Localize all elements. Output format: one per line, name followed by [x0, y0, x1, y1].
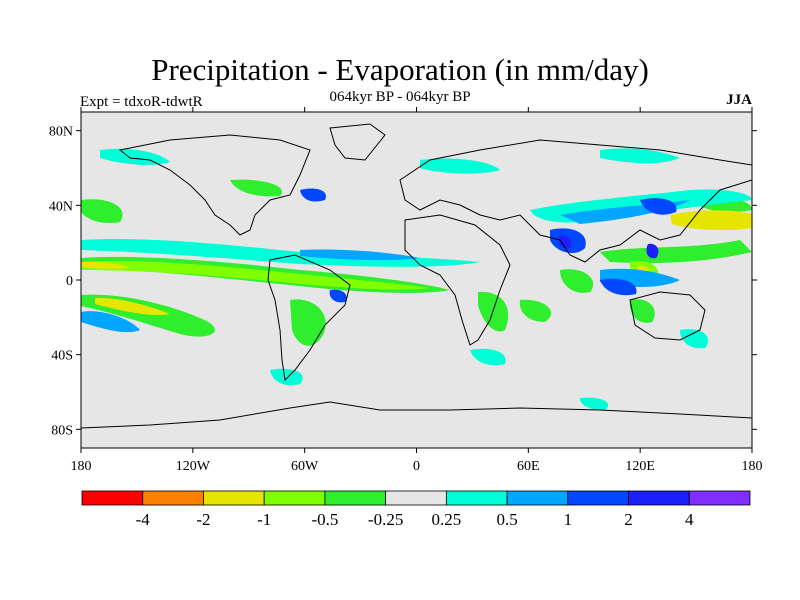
colorbar-swatch [263, 490, 326, 506]
colorbar-label: 2 [624, 510, 633, 529]
colorbar-swatch [567, 490, 629, 506]
lat-label: 80N [49, 125, 73, 140]
latitude-labels: 80N 40N 0 40S 80S [49, 125, 73, 439]
colorbar-swatch [142, 490, 204, 506]
colorbar-swatch [324, 490, 387, 506]
lat-label: 80S [51, 423, 73, 438]
colorbar-swatch [385, 490, 447, 506]
lon-label: 60E [517, 459, 540, 474]
lon-label: 60W [291, 459, 319, 474]
eurasia-coast [399, 139, 752, 263]
australia-coast [629, 291, 706, 341]
africa-coast [404, 214, 511, 346]
colorbar-label: 4 [685, 510, 694, 529]
map-title: Precipitation - Evaporation (in mm/day) [151, 52, 649, 87]
colorbar-label: -0.25 [368, 510, 403, 529]
antarctica-coast [81, 401, 752, 429]
lon-label: 0 [413, 459, 420, 474]
strong-positive-anomaly-patches [300, 188, 677, 303]
lat-label: 40N [49, 199, 73, 214]
colorbar-swatch [445, 490, 508, 506]
colorbar-labels: -4 -2 -1 -0.5 -0.25 0.25 0.5 1 2 4 [136, 510, 694, 529]
colorbar-label: -4 [136, 510, 151, 529]
colorbar-swatch [628, 490, 690, 506]
colorbar-label: 1 [564, 510, 573, 529]
colorbar-swatch [688, 490, 751, 506]
lat-label: 40S [51, 349, 73, 364]
lat-label: 0 [66, 274, 73, 289]
colorbar-swatch [203, 490, 265, 506]
season-label: JJA [726, 92, 752, 108]
colorbar-label: -1 [257, 510, 271, 529]
longitude-labels: 180 120W 60W 0 60E 120E 180 [71, 459, 763, 474]
colorbar-swatch [506, 490, 569, 506]
colorbar-label: -0.5 [311, 510, 338, 529]
south-america-coast [267, 254, 351, 382]
lon-label: 180 [742, 459, 763, 474]
north-america-coast [118, 134, 311, 236]
lon-label: 120E [625, 459, 655, 474]
experiment-label: Expt = tdxoR-tdwtR [80, 94, 203, 110]
greenland-coast [329, 123, 386, 161]
colorbar-label: 0.5 [496, 510, 517, 529]
colorbar-label: 0.25 [431, 510, 461, 529]
colorbar-swatch [81, 490, 144, 506]
lon-label: 180 [71, 459, 92, 474]
colorbar-label: -2 [196, 510, 210, 529]
axis-ticks [76, 107, 757, 453]
lon-label: 120W [176, 459, 211, 474]
colorbar [81, 490, 751, 506]
period-label: 064kyr BP - 064kyr BP [329, 89, 471, 105]
coastlines [81, 123, 752, 429]
